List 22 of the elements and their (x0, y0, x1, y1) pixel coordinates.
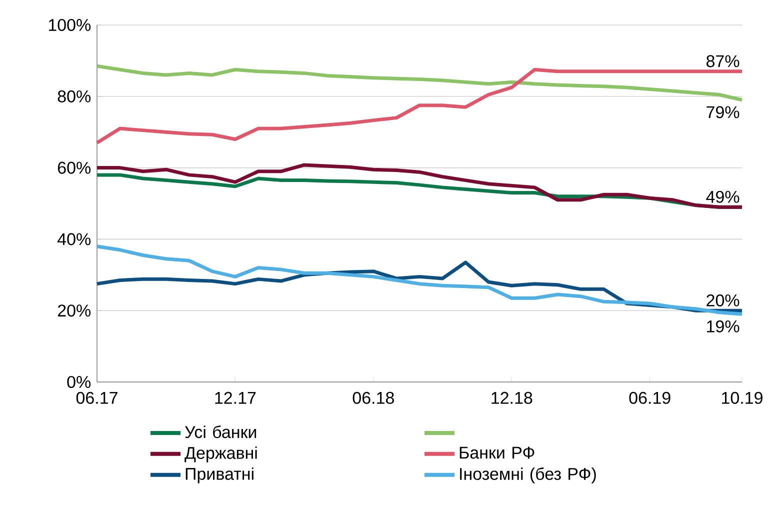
legend-label: Державні (184, 446, 257, 462)
y-tick-label: 60% (58, 162, 91, 174)
y-tick-label: 20% (58, 304, 91, 317)
x-tick-label: 06.19 (629, 392, 670, 404)
annotation: 20% (706, 294, 740, 306)
x-tick-label: 12.17 (215, 392, 256, 404)
x-tick-label: 12.18 (492, 392, 532, 404)
annotation: 87% (706, 55, 740, 68)
y-tick-label: 0% (67, 376, 91, 388)
y-tick-label: 80% (58, 90, 91, 102)
x-tick-label: 06.18 (352, 392, 394, 404)
legend-label: Іноземні (без РФ) (460, 467, 596, 484)
y-tick-label: 40% (58, 233, 91, 246)
annotation: 79% (706, 106, 740, 118)
y-tick-label: 100% (48, 18, 91, 32)
legend-label: Приватні (186, 467, 254, 484)
x-tick-label: 06.17 (76, 392, 118, 404)
annotation: 49% (706, 190, 740, 203)
annotation: 19% (707, 320, 740, 332)
x-tick-label: 10.19 (722, 392, 762, 404)
legend-label: Банки РФ (460, 446, 534, 459)
legend-label: Усі банки (184, 425, 256, 438)
